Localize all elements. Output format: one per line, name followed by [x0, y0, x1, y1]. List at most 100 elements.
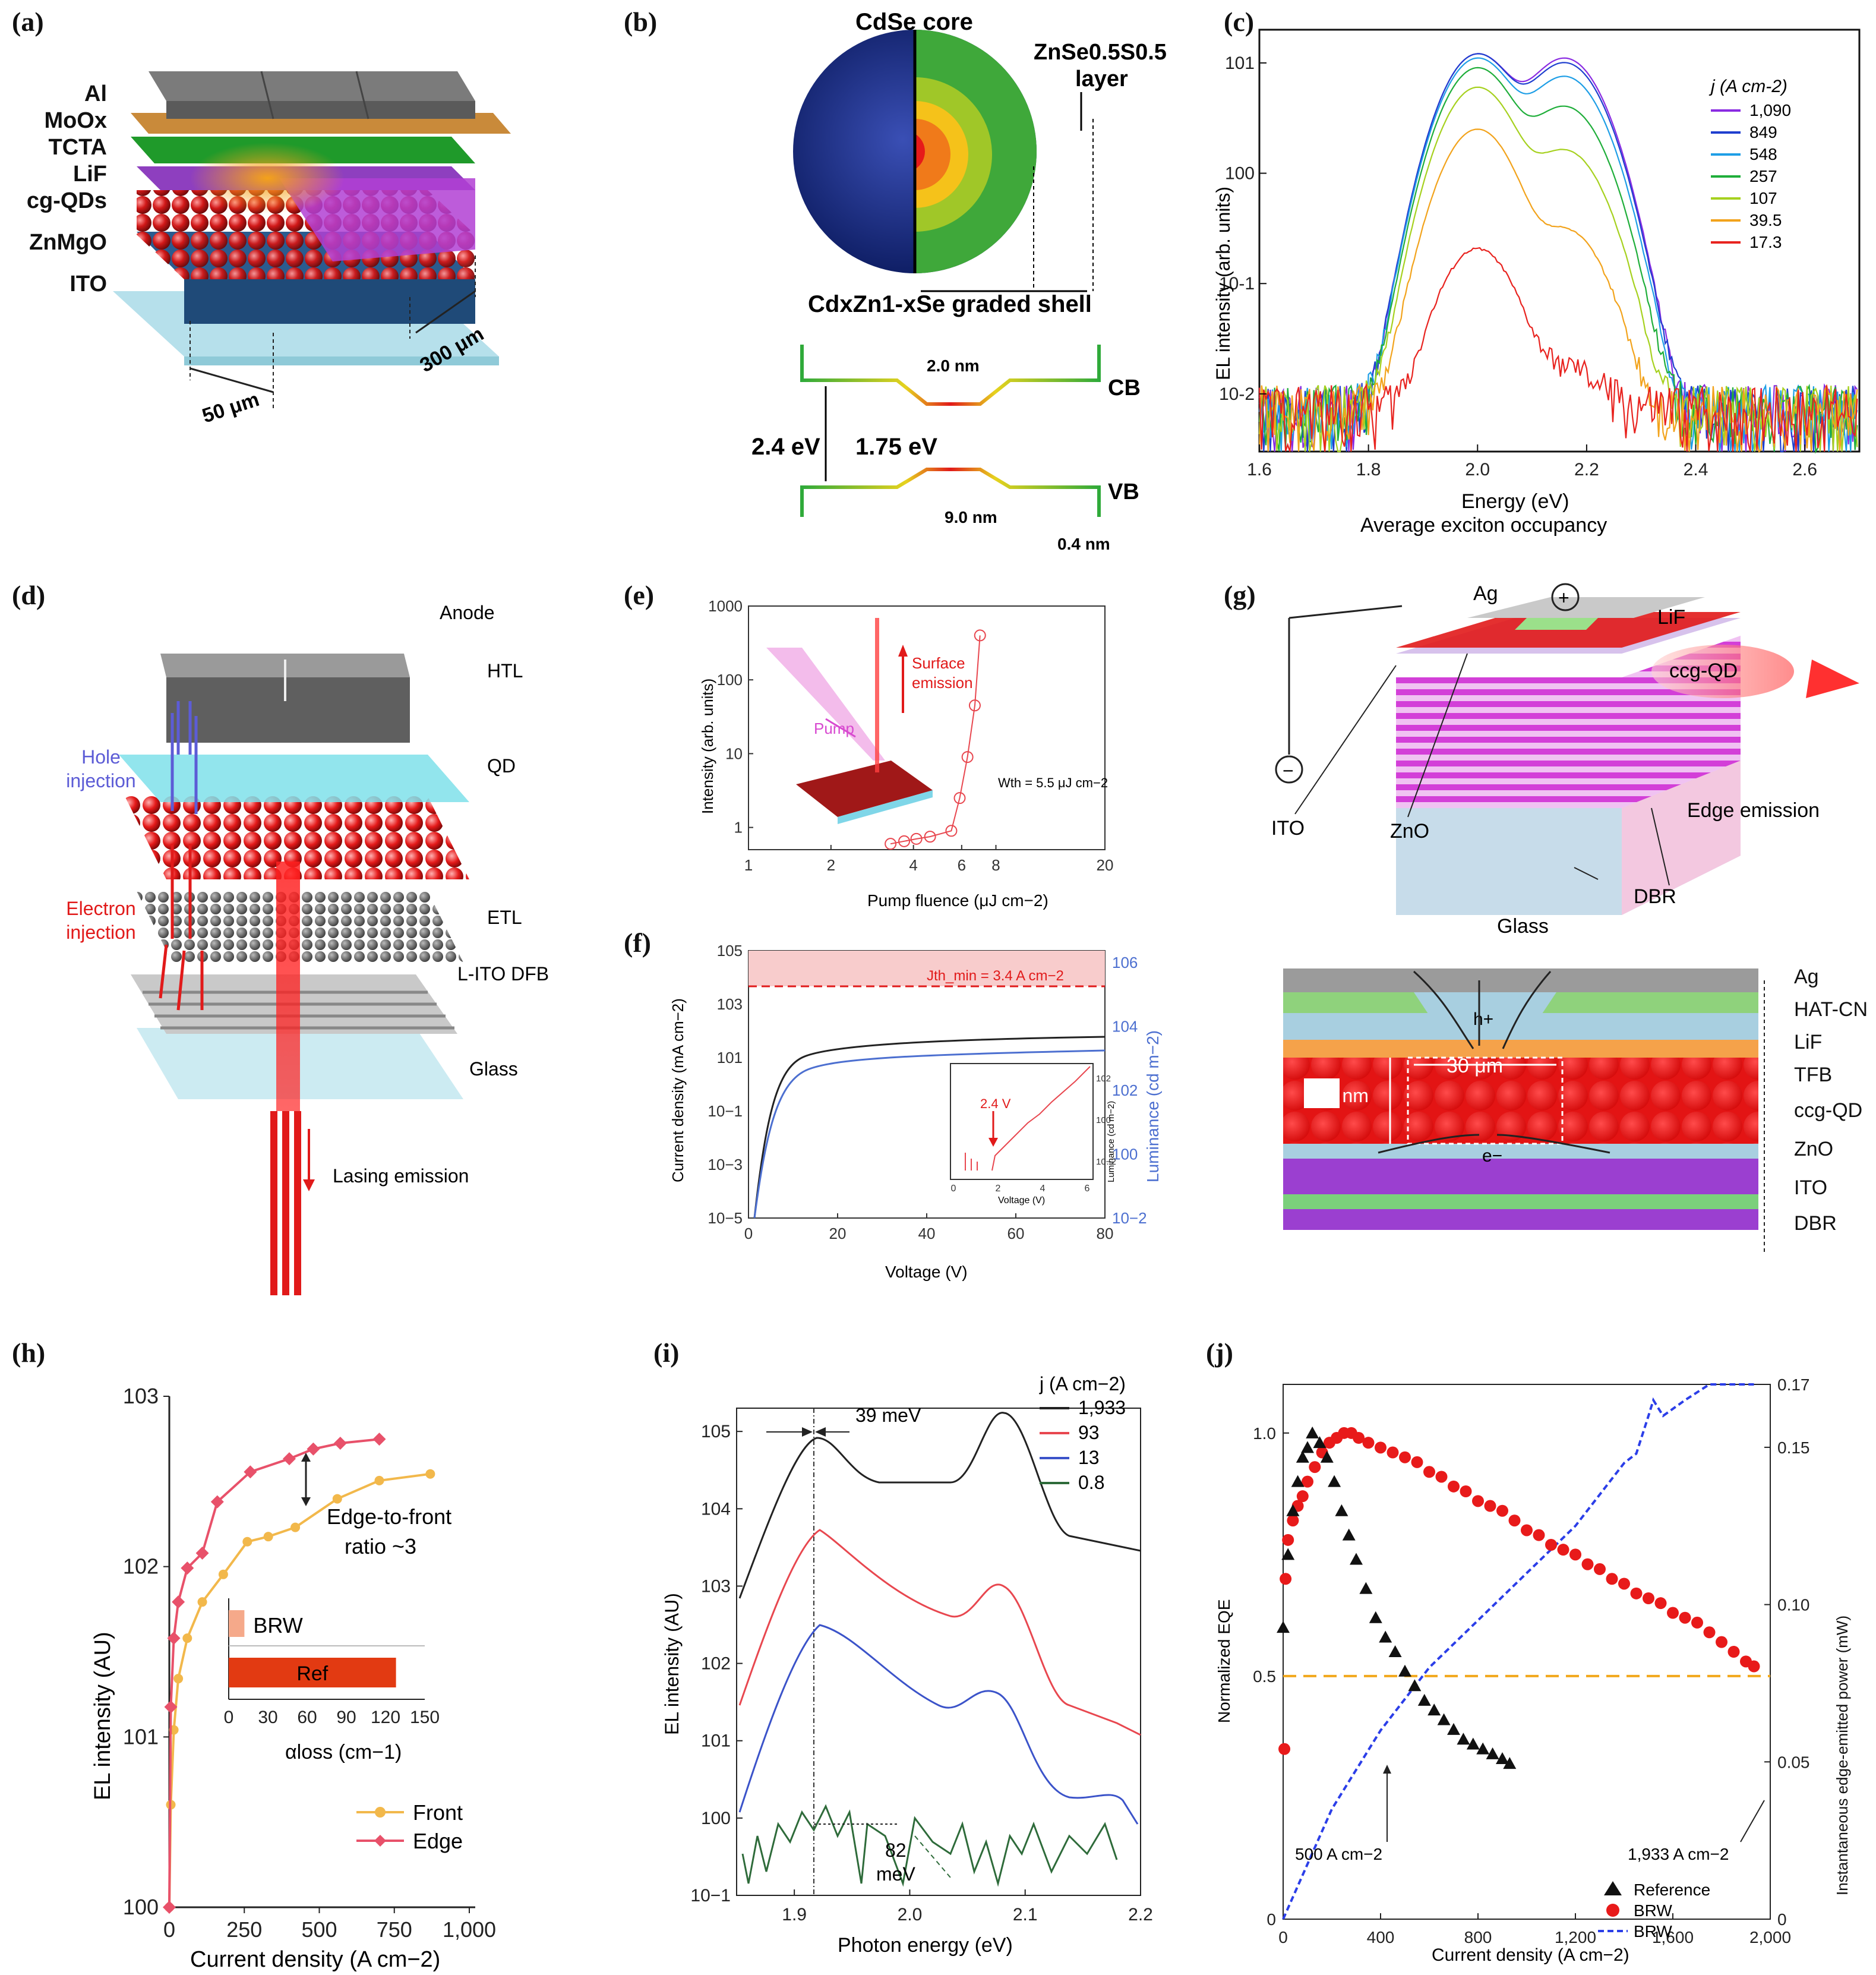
j-brw-point [1727, 1646, 1740, 1658]
h-front-point [218, 1569, 228, 1579]
al-layer [149, 71, 475, 101]
j-ytick-left-label: 0.5 [1253, 1667, 1276, 1686]
label-cg-qds: cg-QDs [27, 188, 107, 213]
panel-b-core-shell: CdSe core ZnSe0.5S0.5 layer CdxZn1-xSe g… [751, 9, 1167, 553]
g-thick-label: 50 nm [1316, 1085, 1369, 1106]
j-reference-point [1296, 1450, 1309, 1463]
e-fit-line [890, 635, 981, 845]
j-brw-point [1581, 1558, 1594, 1570]
f-luminance-curve [753, 1049, 1106, 1219]
f-inset-xlabel: Voltage (V) [998, 1195, 1045, 1206]
c-legend-label: 1,090 [1749, 101, 1791, 119]
f-ytick-left-label: 10−3 [708, 1156, 743, 1173]
dim-shell: 9.0 nm [945, 508, 997, 526]
j-brw-point [1278, 1743, 1291, 1755]
f-xtick-label: 40 [918, 1225, 936, 1242]
c-legend-label: 849 [1749, 123, 1777, 141]
g-zno-layer [1283, 1144, 1758, 1159]
i-legend-label: 0.8 [1078, 1472, 1104, 1493]
h-front-point [263, 1532, 273, 1542]
gap-inner: 1.75 eV [855, 434, 937, 460]
i-ytick-label: 10−1 [690, 1886, 731, 1905]
j-brw-point [1496, 1504, 1508, 1517]
f-xtick-label: 20 [829, 1225, 847, 1242]
i-series-13 [738, 1624, 1139, 1825]
glass-label: Glass [469, 1058, 518, 1080]
gap-outer: 2.4 eV [751, 434, 820, 460]
f-ytick-left-label: 101 [717, 1049, 743, 1067]
h-front-point [332, 1494, 342, 1504]
j-reference-point [1447, 1722, 1460, 1735]
h-series-group [163, 1433, 435, 1914]
c-legend-label: 257 [1749, 167, 1777, 185]
htl-layer [119, 755, 469, 802]
label-ito: ITO [70, 272, 107, 296]
g-stack-zno: ZnO [1794, 1138, 1833, 1160]
e-threshold: Wth = 5.5 μJ cm−2 [998, 775, 1108, 790]
panel-g-top: + − Ag LiF ccg-QD Edge emission ITO ZnO … [1271, 582, 1859, 938]
c-legend-label: 107 [1749, 189, 1777, 207]
h-inset-bar-ref [229, 1658, 396, 1687]
g-dbr-layer-1 [1283, 1194, 1758, 1209]
e-ylabel: Intensity (arb. units) [699, 679, 716, 814]
h-annotation-1: Edge-to-front [327, 1504, 451, 1529]
j-brw-point [1667, 1607, 1679, 1619]
c-ytick-label: 10-1 [1219, 274, 1255, 294]
j-brw-point [1630, 1587, 1643, 1599]
j-reference-point [1286, 1504, 1300, 1516]
c-series-group [1258, 53, 1858, 454]
c-xtick-label: 2.4 [1684, 460, 1708, 479]
e-ticks-group: 1 2 4 6 8 20 1 10 100 1000 [708, 597, 1113, 874]
j-reference-point [1408, 1679, 1422, 1692]
i-xtick-label: 2.2 [1128, 1905, 1153, 1924]
h-ytick-label: 102 [123, 1554, 159, 1579]
j-brw-point [1387, 1446, 1399, 1459]
g-ccg-qd: ccg-QD [1669, 660, 1738, 682]
g-stack-ito: ITO [1794, 1176, 1827, 1199]
c-ylabel: EL intensity (arb. units) [1212, 187, 1234, 380]
electron-injection-2: injection [66, 922, 135, 943]
e-surface-2: emission [912, 674, 973, 692]
j-reference-point [1379, 1630, 1392, 1643]
c-xlabel: Energy (eV) [1461, 490, 1569, 513]
j-series-group [1277, 1383, 1770, 1920]
qd-label: QD [487, 755, 516, 777]
c-xlabel2: Average exciton occupancy [1360, 514, 1607, 537]
h-edge-point [164, 1700, 178, 1714]
f-inset-xtick: 4 [1040, 1184, 1046, 1194]
panel-g-cross-section: 30 μm 50 nm h+ e− Ag HAT-CN LiF TFB ccg-… [1283, 966, 1868, 1254]
j-reference-point [1313, 1436, 1327, 1449]
g-dbr-layer-2 [1283, 1209, 1758, 1230]
panel-label-e: (e) [624, 580, 655, 610]
h-front-point [374, 1475, 384, 1485]
f-ylabel-left: Current density (mA cm−2) [669, 998, 687, 1182]
h-edge-point [195, 1546, 209, 1560]
minus-sign: − [1283, 760, 1294, 781]
f-xtick-label: 60 [1008, 1225, 1025, 1242]
e-ytick-label: 100 [717, 671, 743, 689]
htl-label: HTL [487, 660, 523, 682]
h-front-point [242, 1537, 252, 1547]
h-edge-point [307, 1442, 320, 1456]
h-front-point [425, 1469, 435, 1479]
e-xtick-label: 20 [1097, 856, 1114, 874]
g-stack-lif: LiF [1794, 1031, 1822, 1053]
g-edge-emission: Edge emission [1687, 799, 1820, 822]
j-brw-point [1280, 1573, 1292, 1585]
h-edge-point [172, 1595, 185, 1609]
f-inset-marker: 2.4 V [980, 1096, 1011, 1111]
g-stack-tfb: TFB [1794, 1064, 1832, 1086]
g-stack-ccgqd: ccg-QD [1794, 1099, 1862, 1122]
j-brw-point [1435, 1471, 1448, 1483]
h-inset-xtick: 120 [371, 1708, 400, 1727]
e-xtick-label: 1 [744, 856, 753, 874]
j-brw-point [1545, 1539, 1557, 1551]
lasing-label: Lasing emission [333, 1165, 469, 1187]
h-edge-point [283, 1452, 296, 1466]
g-tfb-layer [1283, 1040, 1758, 1058]
j-reference-point [1457, 1733, 1470, 1745]
h-edge-point [167, 1632, 181, 1645]
f-inset-ytick: 102 [1096, 1074, 1111, 1084]
c-series-107 [1258, 86, 1858, 453]
g-ag-layer [1283, 968, 1758, 992]
